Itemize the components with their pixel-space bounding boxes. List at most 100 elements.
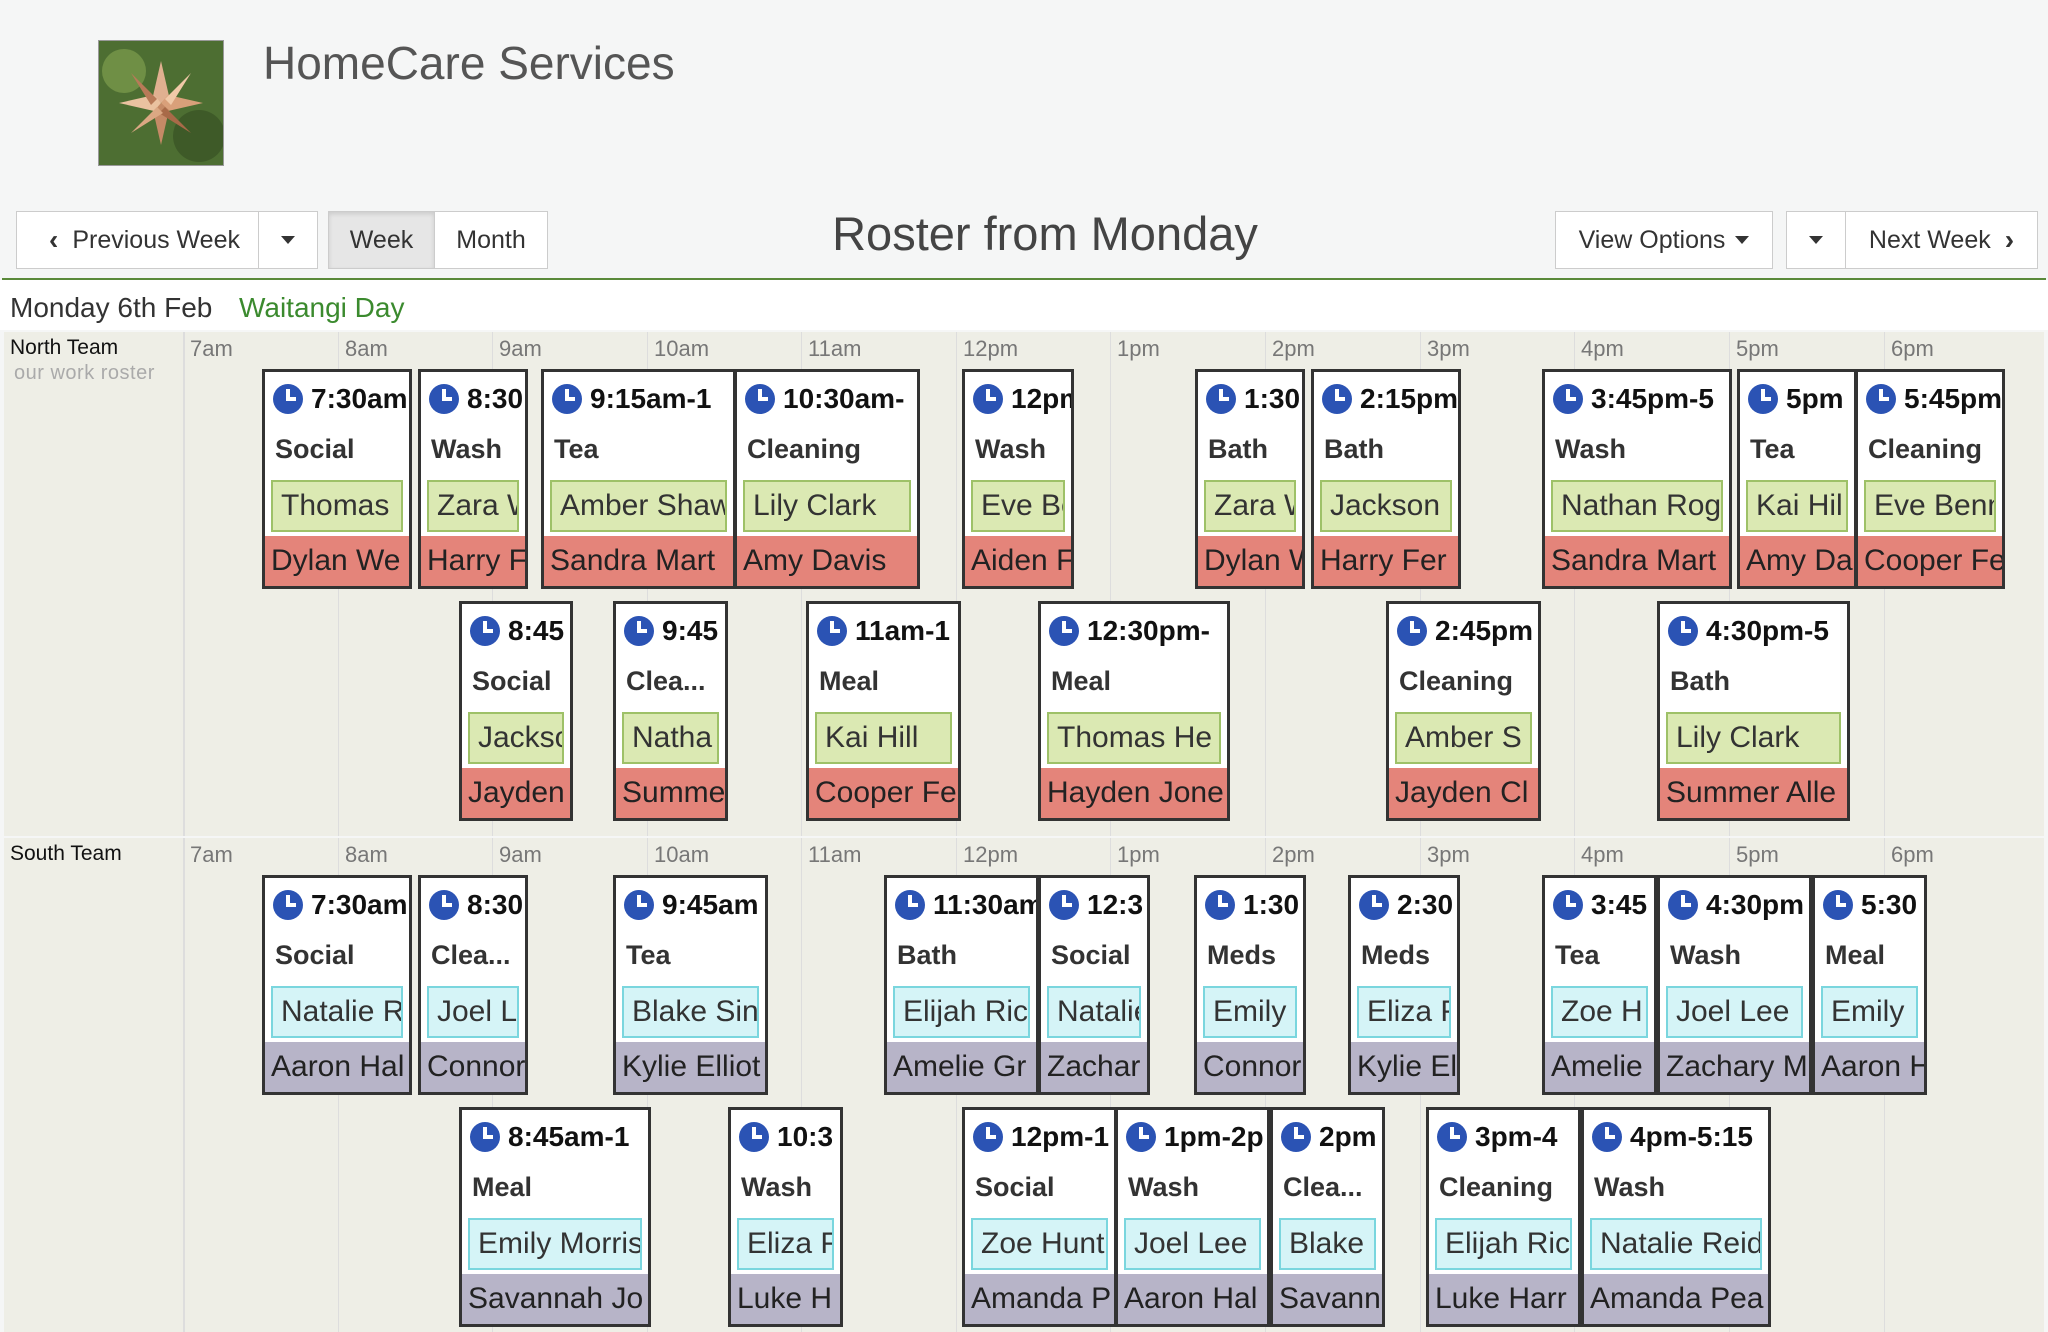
staff-name[interactable]: Aiden F — [965, 536, 1071, 586]
client-name[interactable]: Zoe Hunt — [971, 1218, 1108, 1270]
staff-name[interactable]: Dylan W — [1198, 536, 1302, 586]
shift-card[interactable]: 10:3 Wash Eliza F Luke H — [728, 1107, 843, 1327]
staff-name[interactable]: Hayden Jone — [1041, 768, 1227, 818]
shift-card[interactable]: 7:30am Social Thomas Dylan We — [262, 369, 412, 589]
staff-name[interactable]: Sandra Mart — [544, 536, 733, 586]
client-name[interactable]: Zara W — [1204, 480, 1296, 532]
client-name[interactable]: Joel Lee — [1666, 986, 1803, 1038]
staff-name[interactable]: Summer Alle — [1660, 768, 1847, 818]
view-options-button[interactable]: View Options — [1555, 211, 1773, 269]
staff-name[interactable]: Harry F — [421, 536, 525, 586]
client-name[interactable]: Natalie — [1047, 986, 1141, 1038]
shift-card[interactable]: 3:45 Tea Zoe H Amelie — [1542, 875, 1657, 1095]
client-name[interactable]: Elijah Ric — [893, 986, 1030, 1038]
client-name[interactable]: Lily Clark — [1666, 712, 1841, 764]
client-name[interactable]: Jackson — [1320, 480, 1452, 532]
staff-name[interactable]: Jayden — [462, 768, 570, 818]
staff-name[interactable]: Cooper Fe — [1858, 536, 2002, 586]
shift-card[interactable]: 12:3 Social NatalieZachar — [1038, 875, 1150, 1095]
shift-card[interactable]: 12pm-1 Social Zoe Hunt Amanda P — [962, 1107, 1117, 1327]
client-name[interactable]: Jackso — [468, 712, 564, 764]
staff-name[interactable]: Connor — [421, 1042, 525, 1092]
staff-name[interactable]: Savann — [1273, 1274, 1382, 1324]
client-name[interactable]: Eliza F — [737, 1218, 834, 1270]
staff-name[interactable]: Amy Da — [1740, 536, 1854, 586]
shift-card[interactable]: 10:30am- Cleaning Lily Clark Amy Davis — [734, 369, 920, 589]
shift-card[interactable]: 12pm Wash Eve BeAiden F — [962, 369, 1074, 589]
client-name[interactable]: Eve Benn — [1864, 480, 1996, 532]
client-name[interactable]: Nathan Rog — [1551, 480, 1723, 532]
next-week-dropdown[interactable] — [1786, 211, 1846, 269]
staff-name[interactable]: Jayden Cl — [1389, 768, 1538, 818]
staff-name[interactable]: Aaron Hal — [1118, 1274, 1267, 1324]
client-name[interactable]: Emily Morris — [468, 1218, 642, 1270]
client-name[interactable]: Eliza F — [1357, 986, 1451, 1038]
staff-name[interactable]: Zachar — [1041, 1042, 1147, 1092]
client-name[interactable]: Natalie R — [271, 986, 403, 1038]
client-name[interactable]: Joel Le — [427, 986, 519, 1038]
previous-week-button[interactable]: ‹ Previous Week — [16, 211, 259, 269]
client-name[interactable]: Kai Hil — [1746, 480, 1848, 532]
shift-card[interactable]: 4pm-5:15 Wash Natalie Reid Amanda Pea — [1581, 1107, 1771, 1327]
client-name[interactable]: Amber S — [1395, 712, 1532, 764]
client-name[interactable]: Natha — [622, 712, 719, 764]
shift-card[interactable]: 3pm-4 Cleaning Elijah Ric Luke Harr — [1426, 1107, 1581, 1327]
shift-card[interactable]: 11am-1 Meal Kai Hill Cooper Fe — [806, 601, 961, 821]
staff-name[interactable]: Amanda Pea — [1584, 1274, 1768, 1324]
shift-card[interactable]: 5pm Tea Kai Hil Amy Da — [1737, 369, 1857, 589]
shift-card[interactable]: 4:30pm Wash Joel Lee Zachary M — [1657, 875, 1812, 1095]
client-name[interactable]: Blake — [1279, 1218, 1376, 1270]
shift-card[interactable]: 5:45pm Cleaning Eve Benn Cooper Fe — [1855, 369, 2005, 589]
client-name[interactable]: Zara W — [427, 480, 519, 532]
client-name[interactable]: Emily — [1821, 986, 1918, 1038]
staff-name[interactable]: Aaron Hal — [265, 1042, 409, 1092]
shift-card[interactable]: 8:30 Wash Zara WHarry F — [418, 369, 528, 589]
shift-card[interactable]: 3:45pm-5 Wash Nathan Rog Sandra Mart — [1542, 369, 1732, 589]
shift-card[interactable]: 9:15am-1 Tea Amber Shaw Sandra Mart — [541, 369, 736, 589]
client-name[interactable]: Kai Hill — [815, 712, 952, 764]
shift-card[interactable]: 4:30pm-5 Bath Lily Clark Summer Alle — [1657, 601, 1850, 821]
shift-card[interactable]: 2:15pm Bath Jackson Harry Fer — [1311, 369, 1461, 589]
client-name[interactable]: Amber Shaw — [550, 480, 727, 532]
staff-name[interactable]: Zachary M — [1660, 1042, 1809, 1092]
shift-card[interactable]: 11:30am Bath Elijah Ric Amelie Gr — [884, 875, 1039, 1095]
staff-name[interactable]: Summe — [616, 768, 725, 818]
client-name[interactable]: Thomas — [271, 480, 403, 532]
client-name[interactable]: Natalie Reid — [1590, 1218, 1762, 1270]
shift-card[interactable]: 2pm Clea... Blake Savann — [1270, 1107, 1385, 1327]
shift-card[interactable]: 1pm-2p Wash Joel Lee Aaron Hal — [1115, 1107, 1270, 1327]
shift-card[interactable]: 8:45am-1 Meal Emily Morris Savannah Jo — [459, 1107, 651, 1327]
staff-name[interactable]: Amelie Gr — [887, 1042, 1036, 1092]
shift-card[interactable]: 1:30 Meds Emily Connor — [1194, 875, 1306, 1095]
shift-card[interactable]: 2:45pm Cleaning Amber S Jayden Cl — [1386, 601, 1541, 821]
staff-name[interactable]: Aaron H — [1815, 1042, 1924, 1092]
client-name[interactable]: Thomas He — [1047, 712, 1221, 764]
shift-card[interactable]: 9:45am Tea Blake Sin Kylie Elliot — [613, 875, 768, 1095]
client-name[interactable]: Lily Clark — [743, 480, 911, 532]
client-name[interactable]: Joel Lee — [1124, 1218, 1261, 1270]
staff-name[interactable]: Luke H — [731, 1274, 840, 1324]
staff-name[interactable]: Sandra Mart — [1545, 536, 1729, 586]
month-view-button[interactable]: Month — [434, 211, 548, 269]
shift-card[interactable]: 2:30 Meds Eliza F Kylie El — [1348, 875, 1460, 1095]
shift-card[interactable]: 8:30 Clea... Joel LeConnor — [418, 875, 528, 1095]
shift-card[interactable]: 12:30pm- Meal Thomas He Hayden Jone — [1038, 601, 1230, 821]
staff-name[interactable]: Amelie — [1545, 1042, 1654, 1092]
staff-name[interactable]: Harry Fer — [1314, 536, 1458, 586]
staff-name[interactable]: Dylan We — [265, 536, 409, 586]
shift-card[interactable]: 7:30am Social Natalie R Aaron Hal — [262, 875, 412, 1095]
staff-name[interactable]: Luke Harr — [1429, 1274, 1578, 1324]
staff-name[interactable]: Connor — [1197, 1042, 1303, 1092]
shift-card[interactable]: 8:45 Social Jackso Jayden — [459, 601, 573, 821]
client-name[interactable]: Zoe H — [1551, 986, 1648, 1038]
previous-week-dropdown[interactable] — [258, 211, 318, 269]
client-name[interactable]: Eve Be — [971, 480, 1065, 532]
next-week-button[interactable]: Next Week › — [1845, 211, 2038, 269]
staff-name[interactable]: Cooper Fe — [809, 768, 958, 818]
staff-name[interactable]: Kylie Elliot — [616, 1042, 765, 1092]
staff-name[interactable]: Savannah Jo — [462, 1274, 648, 1324]
week-view-button[interactable]: Week — [328, 211, 435, 269]
client-name[interactable]: Elijah Ric — [1435, 1218, 1572, 1270]
shift-card[interactable]: 1:30 Bath Zara WDylan W — [1195, 369, 1305, 589]
staff-name[interactable]: Amy Davis — [737, 536, 917, 586]
